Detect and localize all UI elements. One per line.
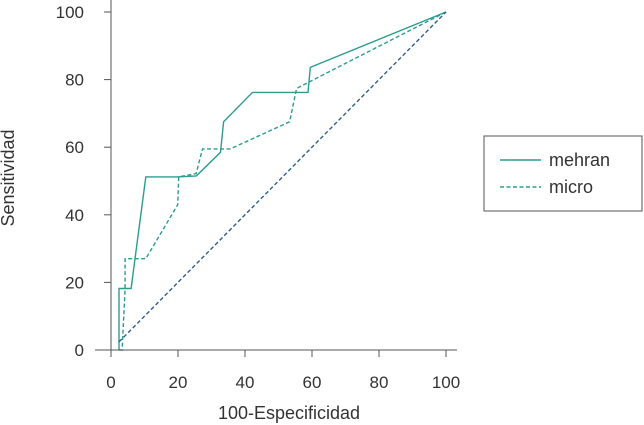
series-line-micro [119, 11, 447, 351]
y-tick-label: 80 [65, 71, 84, 90]
legend-box [483, 135, 643, 212]
legend-label-mehran: mehran [549, 150, 610, 170]
plot-area [118, 11, 447, 351]
x-tick-label: 80 [370, 373, 389, 392]
y-axis: 0 20 40 60 80 100 [56, 0, 112, 360]
x-axis-title: 100-Especificidad [218, 403, 360, 423]
x-tick-label: 0 [106, 373, 115, 392]
x-tick-label: 20 [169, 373, 188, 392]
x-tick-label: 40 [236, 373, 255, 392]
y-tick-label: 20 [65, 273, 84, 292]
y-tick-label: 0 [75, 341, 84, 360]
x-tick-label: 60 [303, 373, 322, 392]
x-axis: 0 20 40 60 80 100 [95, 349, 460, 392]
y-tick-label: 100 [56, 3, 84, 22]
reference-diagonal-line [118, 11, 447, 343]
legend-label-micro: micro [549, 177, 593, 197]
x-tick-label: 100 [432, 373, 460, 392]
y-tick-label: 40 [65, 206, 84, 225]
series-line-mehran [118, 11, 447, 350]
y-axis-title: Sensitividad [0, 129, 18, 226]
y-tick-label: 60 [65, 138, 84, 157]
legend: mehran micro [483, 135, 643, 212]
